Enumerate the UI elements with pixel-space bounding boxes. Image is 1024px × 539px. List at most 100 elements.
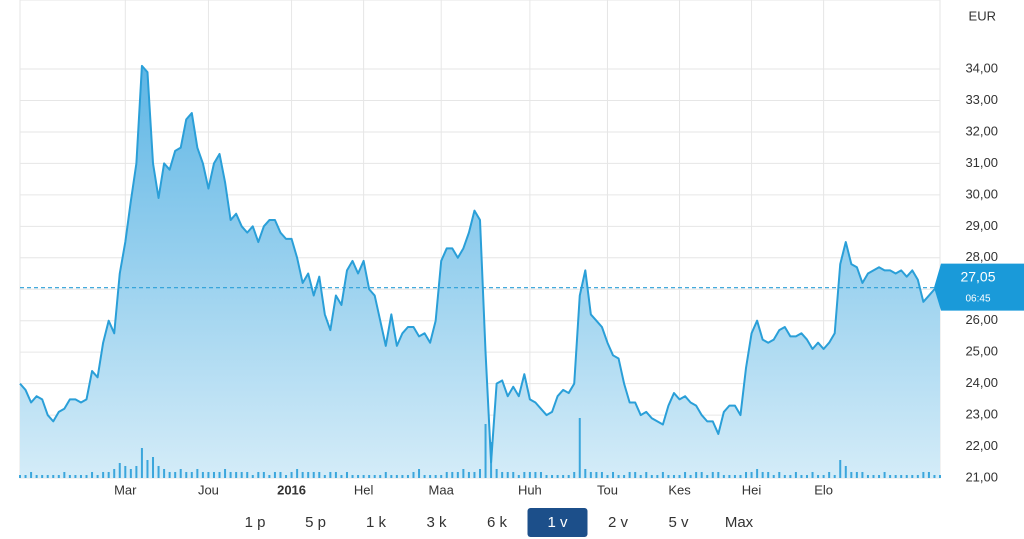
volume-bar [600, 472, 603, 478]
range-button[interactable]: 2 v [608, 514, 629, 531]
y-tick-label: 33,00 [965, 92, 998, 107]
y-tick-label: 29,00 [965, 218, 998, 233]
volume-bar [528, 472, 531, 478]
volume-bar [102, 472, 105, 478]
volume-bar [318, 472, 321, 478]
range-button[interactable]: 5 v [668, 514, 689, 531]
volume-bar [595, 472, 598, 478]
volume-bar [844, 466, 847, 478]
range-button[interactable]: 1 v [527, 508, 588, 537]
y-tick-label: 26,00 [965, 312, 998, 327]
x-tick-label: Hel [354, 482, 374, 497]
volume-bar [678, 475, 681, 478]
volume-bar [152, 457, 155, 478]
y-tick-label: 22,00 [965, 438, 998, 453]
volume-bar [684, 472, 687, 478]
volume-bar [828, 472, 831, 478]
volume-bar [805, 475, 808, 478]
volume-bar [939, 475, 941, 478]
range-button[interactable]: 3 k [426, 514, 447, 531]
volume-bar [473, 472, 476, 478]
volume-bar [634, 472, 637, 478]
volume-bar [883, 472, 886, 478]
volume-bar [706, 475, 709, 478]
volume-bar [296, 469, 299, 478]
volume-bar [212, 472, 215, 478]
volume-bar [479, 469, 481, 478]
volume-bar [584, 469, 587, 478]
volume-bar [933, 475, 936, 478]
volume-bar [30, 472, 33, 478]
volume-bar [368, 475, 371, 478]
volume-bar [406, 475, 409, 478]
volume-bar [501, 472, 504, 478]
volume-bar [722, 475, 725, 478]
y-tick-label: 34,00 [965, 60, 998, 75]
volume-bar [866, 475, 869, 478]
volume-bar [52, 475, 55, 478]
volume-bar [767, 472, 770, 478]
volume-bar [456, 472, 459, 478]
volume-bar [351, 475, 354, 478]
volume-bar [334, 472, 337, 478]
volume-bar [340, 475, 343, 478]
volume-bar [68, 475, 71, 478]
volume-bar [894, 475, 897, 478]
volume-bar [739, 475, 742, 478]
current-price-label: 27,05 [960, 268, 995, 284]
volume-bar [174, 472, 177, 478]
volume-bar [534, 472, 537, 478]
volume-bar [185, 472, 188, 478]
range-button-label: 1 v [547, 514, 568, 531]
volume-bar [794, 472, 797, 478]
volume-bar [379, 475, 382, 478]
volume-bar [639, 475, 642, 478]
volume-bar [251, 475, 254, 478]
volume-bar [262, 472, 265, 478]
range-button[interactable]: 5 p [305, 514, 326, 531]
price-area [20, 65, 940, 479]
volume-bar [207, 472, 210, 478]
range-button[interactable]: 1 p [245, 514, 266, 531]
volume-bar [822, 475, 825, 478]
volume-bar [201, 472, 204, 478]
volume-bar [573, 472, 576, 478]
volume-bar [772, 475, 775, 478]
range-button-label: 1 k [366, 514, 387, 531]
volume-bar [889, 475, 892, 478]
volume-bar [517, 475, 520, 478]
price-line [19, 64, 941, 464]
volume-bar [395, 475, 398, 478]
volume-bar [179, 469, 182, 478]
volume-bar [91, 472, 94, 478]
range-button-label: 5 p [305, 514, 326, 531]
volume-bar [606, 475, 609, 478]
range-button-label: 3 k [426, 514, 447, 531]
range-button[interactable]: 1 k [366, 514, 387, 531]
volume-bar [506, 472, 509, 478]
volume-bar [329, 472, 332, 478]
volume-bar [401, 475, 404, 478]
volume-bar [429, 475, 432, 478]
volume-bar [905, 475, 908, 478]
volume-bar [96, 475, 99, 478]
range-button[interactable]: Max [725, 514, 754, 531]
current-time-label: 06:45 [965, 293, 990, 304]
y-tick-label: 21,00 [965, 469, 998, 484]
x-tick-label: 2016 [277, 482, 306, 497]
volume-bar [661, 472, 664, 478]
volume-bar [140, 448, 143, 478]
volume-bar [700, 472, 703, 478]
volume-bar [373, 475, 376, 478]
range-button-label: 5 v [668, 514, 689, 531]
volume-bar [556, 475, 559, 478]
current-price-box [934, 263, 1024, 311]
range-button[interactable]: 6 k [487, 514, 508, 531]
volume-bar [783, 475, 786, 478]
volume-bar [41, 475, 44, 478]
volume-bar [855, 472, 858, 478]
volume-bar [290, 472, 293, 478]
volume-bar [567, 475, 570, 478]
volume-bar [418, 469, 421, 478]
